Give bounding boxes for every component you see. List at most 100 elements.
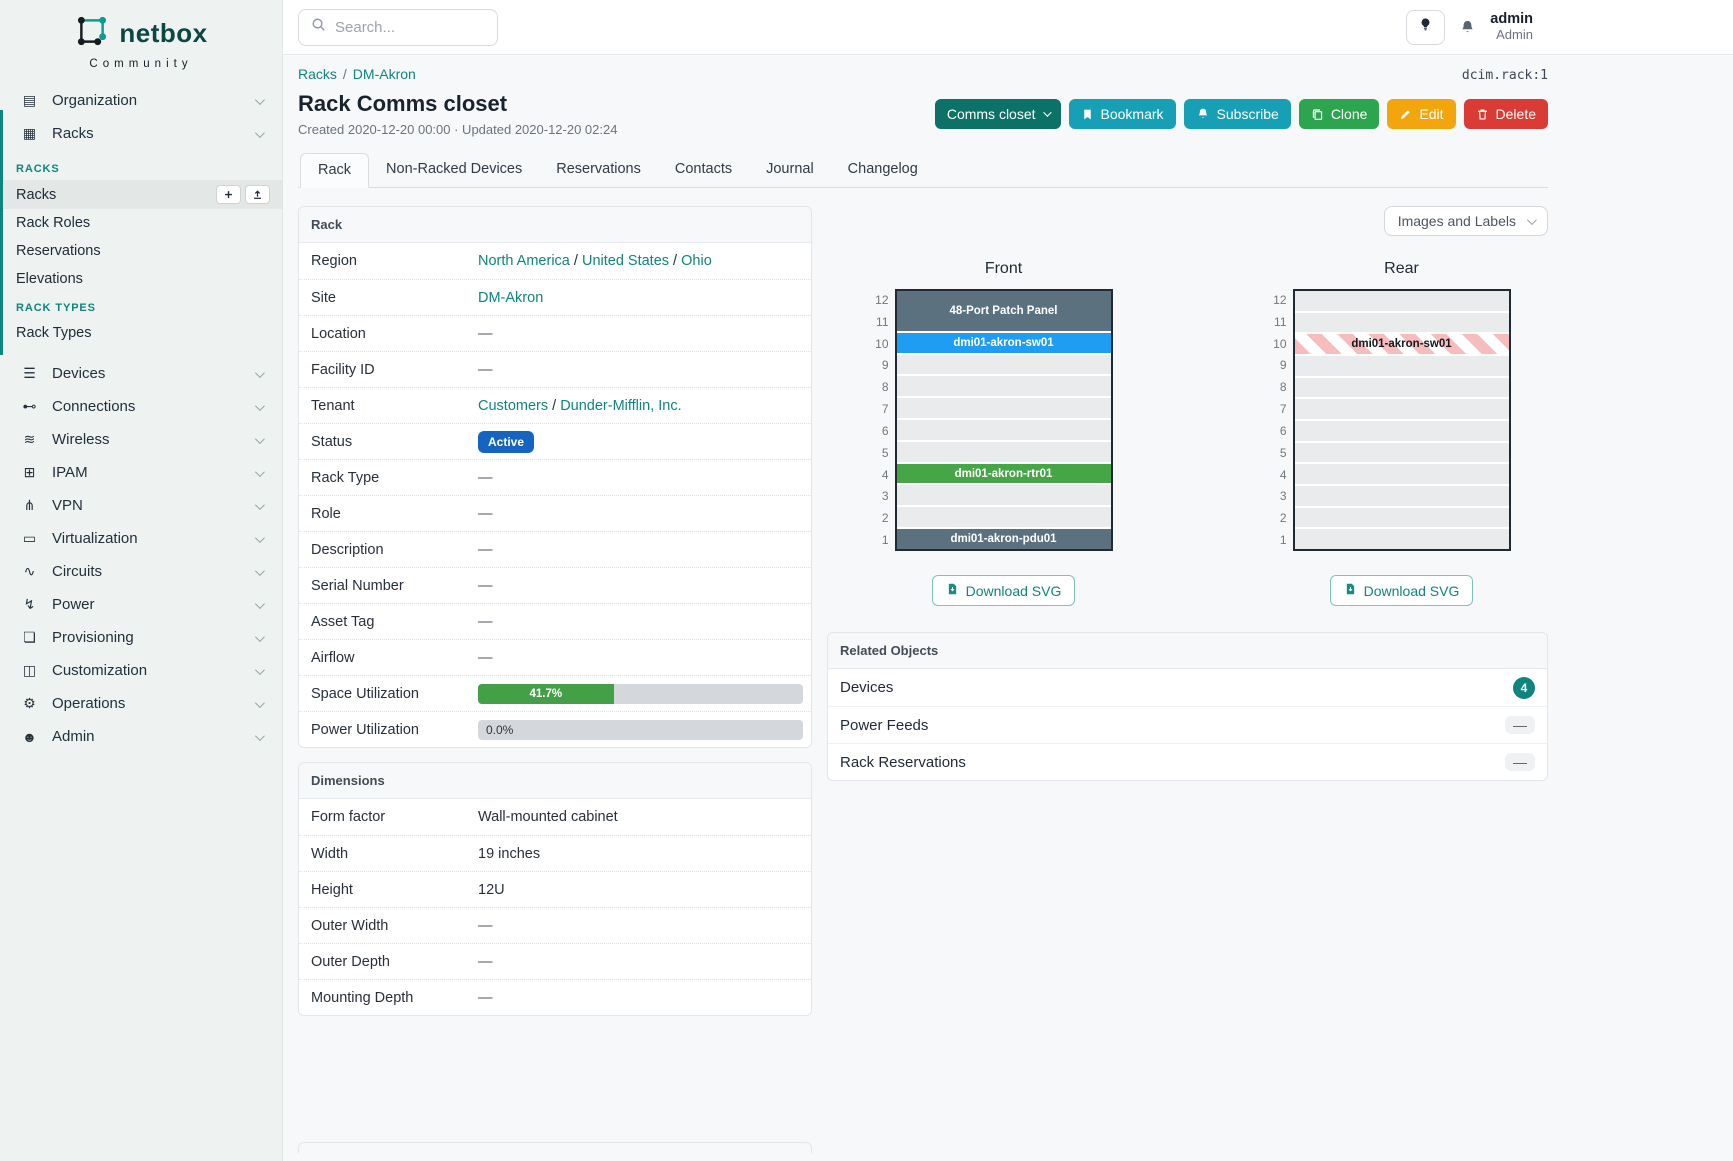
attr-value: — — [478, 990, 799, 1006]
sidebar-item-elevations[interactable]: Elevations — [0, 265, 282, 293]
unit-number: 5 — [881, 445, 889, 460]
related-row-devices: Devices 4 — [828, 669, 1547, 706]
related-link-rack-reservations[interactable]: Rack Reservations — [840, 753, 966, 771]
rack-row-status: Status Active — [299, 423, 811, 459]
sidebar-item-reservations[interactable]: Reservations — [0, 237, 282, 265]
chevron-down-icon — [254, 596, 265, 613]
front-device-dmi01-akron-pdu01[interactable]: dmi01-akron-pdu01 — [896, 529, 1111, 549]
sidebar-group-wireless[interactable]: ≋ Wireless — [0, 423, 282, 456]
attr-value: — — [478, 326, 799, 342]
attr-value: 19 inches — [478, 846, 799, 862]
sidebar-group-power[interactable]: ↯ Power — [0, 588, 282, 621]
breadcrumb-link-site[interactable]: DM-Akron — [352, 66, 416, 82]
unit-number: 3 — [881, 489, 889, 504]
sidebar-group-admin[interactable]: ☻ Admin — [0, 720, 282, 753]
sidebar-group-devices[interactable]: ☰ Devices — [0, 357, 282, 390]
link-dunder-mifflin-inc-[interactable]: Dunder-Mifflin, Inc. — [560, 397, 682, 414]
edit-button[interactable]: Edit — [1387, 99, 1456, 129]
ipam-icon: ⊞ — [23, 464, 36, 480]
link-united-states[interactable]: United States — [581, 253, 670, 269]
sidebar-item-rack-types[interactable]: Rack Types — [0, 319, 282, 347]
plug-icon: ⊷ — [22, 398, 37, 414]
attr-label: Outer Depth — [311, 953, 390, 970]
search-box[interactable] — [298, 8, 498, 46]
empty-value: — — [478, 577, 493, 594]
button-label: Clone — [1330, 106, 1368, 122]
rack-row-facility-id: Facility ID — — [299, 351, 811, 387]
button-label: Bookmark — [1100, 106, 1164, 122]
chevron-down-icon — [254, 530, 265, 547]
delete-button[interactable]: Delete — [1463, 99, 1548, 129]
theme-toggle-button[interactable] — [1406, 9, 1446, 45]
sidebar-item-rack-roles[interactable]: Rack Roles — [0, 209, 282, 237]
sidebar-group-racks[interactable]: ▦ Racks — [0, 117, 282, 150]
empty-value: — — [478, 469, 493, 486]
sidebar-group-ipam[interactable]: ⊞ IPAM — [0, 456, 282, 489]
tab-journal[interactable]: Journal — [766, 161, 814, 177]
front-device-48-port-patch-panel[interactable]: 48-Port Patch Panel — [896, 291, 1111, 333]
search-input[interactable] — [335, 18, 475, 36]
bookmark-button[interactable]: Bookmark — [1068, 99, 1176, 129]
elevation-view-select[interactable]: Images and Labels — [1383, 206, 1548, 236]
sidebar-group-provisioning[interactable]: ❏ Provisioning — [0, 621, 282, 654]
front-download-svg-button[interactable]: Download SVG — [931, 575, 1076, 606]
clone-button[interactable]: Clone — [1298, 99, 1380, 129]
sidebar-group-organization[interactable]: ▤ Organization — [0, 84, 282, 117]
attr-value: 0.0% — [478, 719, 803, 740]
link-customers[interactable]: Customers — [478, 397, 549, 414]
attr-text-value: 19 inches — [478, 845, 541, 862]
tab-reservations[interactable]: Reservations — [556, 161, 641, 177]
sidebar-section-heading: RACK TYPES — [16, 302, 96, 314]
front-device-dmi01-akron-rtr01[interactable]: dmi01-akron-rtr01 — [896, 463, 1111, 486]
front-unit-labels: 12 11 10 9 8 7 6 5 4 3 2 1 — [865, 289, 889, 551]
tab-non-racked-devices[interactable]: Non-Racked Devices — [386, 161, 523, 177]
attr-value: — — [478, 506, 799, 522]
attr-label: Tenant — [311, 397, 355, 414]
user-name: admin — [1490, 11, 1533, 28]
sidebar-group-label: Virtualization — [52, 530, 138, 547]
rear-device-dmi01-akron-sw01[interactable]: dmi01-akron-sw01 — [1294, 334, 1509, 357]
sidebar-group-label: Wireless — [52, 431, 110, 448]
related-link-devices[interactable]: Devices — [840, 679, 894, 696]
tab-changelog[interactable]: Changelog — [847, 161, 918, 177]
unit-number: 2 — [881, 511, 889, 526]
unit-number: 1 — [1279, 533, 1287, 548]
import-button[interactable] — [245, 185, 270, 204]
left-column: Rack Region North America / United States… — [298, 206, 812, 1153]
lightbulb-icon — [1418, 17, 1433, 37]
chevron-down-icon — [254, 497, 265, 514]
sidebar-group-operations[interactable]: ⚙ Operations — [0, 687, 282, 720]
front-empty-unit — [896, 398, 1111, 420]
front-empty-unit — [896, 376, 1111, 399]
sidebar-group-connections[interactable]: ⊷ Connections — [0, 390, 282, 423]
empty-count: — — [1505, 753, 1535, 771]
brand-logo[interactable]: netbox — [0, 0, 282, 56]
subscribe-button[interactable]: Subscribe — [1183, 99, 1291, 129]
comms-closet-button[interactable]: Comms closet — [934, 99, 1061, 129]
sidebar-group-vpn[interactable]: ⋔ VPN — [0, 489, 282, 522]
tab-rack[interactable]: Rack — [300, 153, 370, 188]
status-badge: Active — [478, 430, 535, 453]
attr-label: Status — [311, 433, 353, 450]
sidebar-group-virtualization[interactable]: ▭ Virtualization — [0, 522, 282, 555]
sidebar-group-label: Organization — [52, 92, 138, 109]
front-device-dmi01-akron-sw01[interactable]: dmi01-akron-sw01 — [896, 332, 1111, 355]
notifications-bell-icon[interactable] — [1459, 19, 1476, 36]
front-empty-unit — [896, 441, 1111, 464]
sidebar-group-circuits[interactable]: ∿ Circuits — [0, 555, 282, 588]
tab-contacts[interactable]: Contacts — [674, 161, 733, 177]
vpn-icon: ⋔ — [23, 497, 36, 513]
page-head: Racks / DM-Akron dcim.rack:1 Rack Comms … — [298, 66, 1548, 137]
add-button[interactable] — [216, 185, 241, 204]
rear-download-svg-button[interactable]: Download SVG — [1329, 575, 1474, 606]
attr-value: DM-Akron — [478, 290, 799, 306]
sidebar-group-customization[interactable]: ◫ Customization — [0, 654, 282, 687]
front-elevation: Front 12 11 10 9 8 7 6 5 4 3 2 1 48-Port Patch Pane… — [865, 260, 1113, 606]
link-ohio[interactable]: Ohio — [681, 253, 712, 269]
link-north-america[interactable]: North America — [478, 253, 570, 269]
sidebar-item-racks[interactable]: Racks — [0, 180, 282, 209]
related-link-power-feeds[interactable]: Power Feeds — [840, 716, 929, 734]
breadcrumb-link-racks[interactable]: Racks — [298, 66, 337, 82]
link-dm-akron[interactable]: DM-Akron — [478, 289, 544, 306]
user-menu[interactable]: admin Admin — [1490, 11, 1533, 43]
